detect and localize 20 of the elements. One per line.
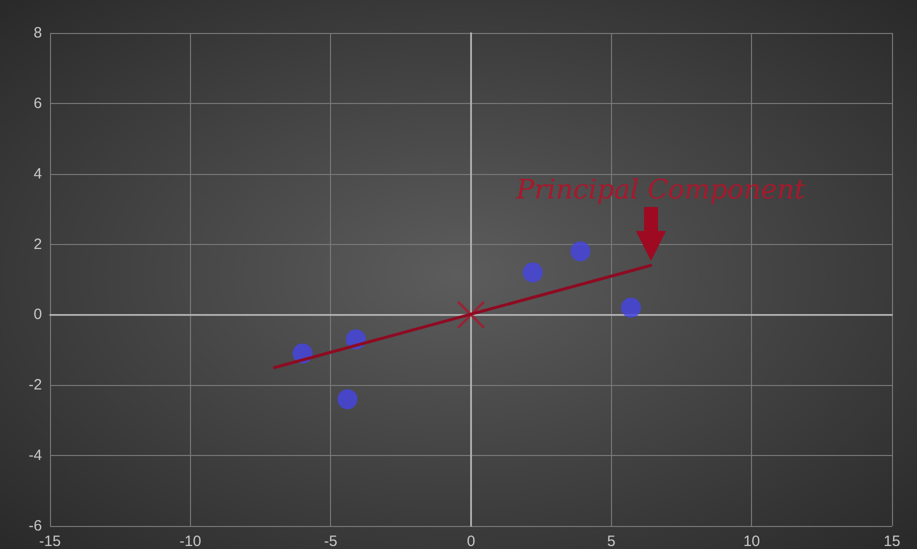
y-tick-label: -4 [28, 447, 42, 464]
point [338, 389, 358, 410]
point [522, 262, 543, 282]
point [621, 298, 641, 318]
y-tick-label: 8 [34, 24, 42, 42]
point [570, 241, 590, 262]
x-tick-label: 0 [466, 533, 476, 549]
y-tick-label: 0 [34, 306, 42, 324]
y-tick-label: 2 [34, 236, 42, 253]
y-tick-label: -2 [28, 376, 42, 394]
x-tick-label: -5 [324, 533, 338, 549]
annotation: Principal Component [515, 174, 806, 206]
x-tick-label: 10 [743, 533, 760, 549]
y-tick-label: -6 [28, 518, 42, 534]
x-tick-label: -10 [179, 533, 202, 549]
x-tick-label: 5 [607, 533, 616, 549]
x-tick-label: -15 [39, 533, 61, 549]
y-tick-label: 4 [34, 165, 42, 182]
x-tick-label: 15 [884, 533, 900, 549]
y-tick-label: 6 [34, 94, 42, 112]
